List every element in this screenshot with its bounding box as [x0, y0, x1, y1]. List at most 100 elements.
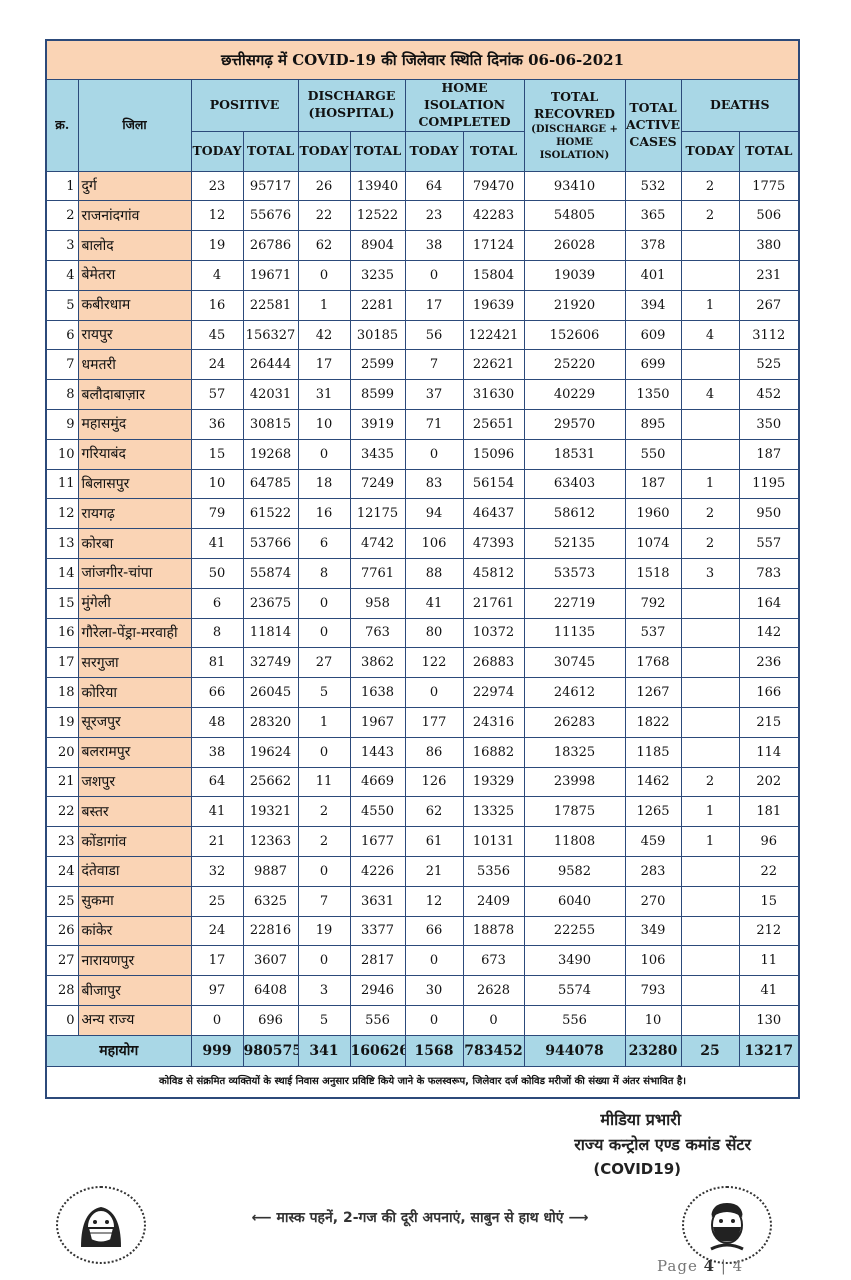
table-cell: 6408: [242, 975, 299, 1006]
table-cell: 2: [297, 796, 351, 828]
table-cell: [680, 647, 740, 679]
table-cell: 1: [680, 289, 740, 321]
table-cell: 22621: [462, 349, 525, 381]
table-cell: 4226: [349, 855, 406, 887]
table-cell: 2946: [349, 975, 406, 1006]
row-serial: 17: [45, 647, 79, 679]
table-row: 14 जांजगीर-चांपा 50 55874 8 7761 88 45812 53573 1…: [45, 557, 800, 589]
table-cell: 30815: [242, 409, 299, 440]
table-row: 15 मुंगेली 6 23675 0 958 41 21761 22719 792 164: [45, 587, 800, 619]
table-cell: 557: [738, 528, 800, 559]
district-name: बीजापुर: [77, 975, 192, 1006]
table-cell: 1267: [624, 677, 682, 708]
table-cell: 696: [242, 1004, 299, 1036]
table-cell: 267: [738, 289, 800, 321]
table-cell: 28320: [242, 706, 299, 738]
row-serial: 8: [45, 379, 79, 410]
table-cell: 537: [624, 617, 682, 649]
table-cell: 27: [297, 647, 351, 679]
table-cell: 212: [738, 915, 800, 947]
table-cell: 16: [297, 498, 351, 530]
table-cell: 1768: [624, 647, 682, 679]
covid-district-report: छत्तीसगढ़ में COVID-19 की जिलेवार स्थिति…: [45, 39, 801, 1099]
table-cell: 25: [190, 885, 244, 917]
table-cell: 4550: [349, 796, 406, 828]
page-number: Page 4 | 4: [657, 1257, 744, 1275]
row-serial: 7: [45, 349, 79, 381]
table-cell: 80: [404, 617, 464, 649]
table-cell: 10131: [462, 826, 525, 857]
table-cell: 8: [297, 557, 351, 589]
table-cell: 12522: [349, 200, 406, 232]
table-cell: 25662: [242, 766, 299, 798]
table-row: 25 सुकमा 25 6325 7 3631 12 2409 6040 270 15: [45, 885, 800, 917]
table-cell: 22581: [242, 289, 299, 321]
table-cell: 2409: [462, 885, 525, 917]
table-row: 0 अन्य राज्य 0 696 5 556 0 0 556 10 130: [45, 1004, 800, 1036]
table-cell: 41: [190, 528, 244, 559]
table-cell: 187: [738, 438, 800, 470]
table-cell: 2817: [349, 945, 406, 977]
signature-block: मीडिया प्रभारी राज्य कन्ट्रोल एण्ड कमांड…: [574, 1108, 751, 1181]
table-cell: 12: [404, 885, 464, 917]
table-cell: 350: [738, 409, 800, 440]
total-cell: 341: [297, 1034, 351, 1067]
table-cell: 26283: [523, 706, 626, 738]
table-cell: 13325: [462, 796, 525, 828]
table-cell: 3235: [349, 260, 406, 291]
table-cell: [680, 260, 740, 291]
table-cell: 23998: [523, 766, 626, 798]
table-cell: [680, 409, 740, 440]
row-serial: 5: [45, 289, 79, 321]
table-cell: 3919: [349, 409, 406, 440]
district-name: बालोद: [77, 230, 192, 262]
table-cell: 3490: [523, 945, 626, 977]
district-name: जांजगीर-चांपा: [77, 557, 192, 589]
table-cell: 22255: [523, 915, 626, 947]
table-cell: 1822: [624, 706, 682, 738]
header-discharge-today: TODAY: [297, 130, 351, 172]
grand-total-label: महायोग: [45, 1034, 192, 1067]
table-cell: 13940: [349, 170, 406, 202]
table-cell: 18531: [523, 438, 626, 470]
total-cell: 13217: [738, 1034, 800, 1067]
table-cell: 41: [190, 796, 244, 828]
table-cell: 1: [297, 289, 351, 321]
table-cell: [680, 975, 740, 1006]
header-total-recovered: TOTAL RECOVRED (DISCHARGE + HOME ISOLATION…: [523, 79, 626, 172]
table-cell: 53573: [523, 557, 626, 589]
table-cell: 0: [462, 1004, 525, 1036]
arrow-left-icon: ⟵: [251, 1210, 272, 1226]
district-name: कबीरधाम: [77, 289, 192, 321]
table-cell: 12175: [349, 498, 406, 530]
total-cell: 25: [680, 1034, 740, 1067]
footer-slogan-row: ⟵ मास्क पहनें, 2-गज की दूरी अपनाएं, साबु…: [0, 1182, 851, 1264]
district-name: रायपुर: [77, 319, 192, 351]
table-cell: 114: [738, 736, 800, 768]
table-cell: [680, 617, 740, 649]
signature-title: मीडिया प्रभारी: [600, 1110, 681, 1129]
table-row: 2 राजनांदगांव 12 55676 22 12522 23 42283 54805 36…: [45, 200, 800, 232]
row-serial: 3: [45, 230, 79, 262]
table-cell: [680, 885, 740, 917]
table-cell: 3377: [349, 915, 406, 947]
table-cell: [680, 438, 740, 470]
row-serial: 27: [45, 945, 79, 977]
table-cell: 142: [738, 617, 800, 649]
table-cell: 42031: [242, 379, 299, 410]
table-cell: 8599: [349, 379, 406, 410]
table-cell: 25651: [462, 409, 525, 440]
table-cell: 202: [738, 766, 800, 798]
table-cell: 7: [404, 349, 464, 381]
district-name: कोंडागांव: [77, 826, 192, 857]
table-cell: 26786: [242, 230, 299, 262]
table-cell: 66: [190, 677, 244, 708]
table-cell: 6: [190, 587, 244, 619]
masked-man-icon: [682, 1186, 772, 1264]
header-district: जिला: [77, 79, 192, 172]
table-cell: [680, 349, 740, 381]
report-title: छत्तीसगढ़ में COVID-19 की जिलेवार स्थिति…: [45, 39, 800, 80]
table-cell: 2: [297, 826, 351, 857]
table-cell: 19: [297, 915, 351, 947]
table-cell: 17: [190, 945, 244, 977]
